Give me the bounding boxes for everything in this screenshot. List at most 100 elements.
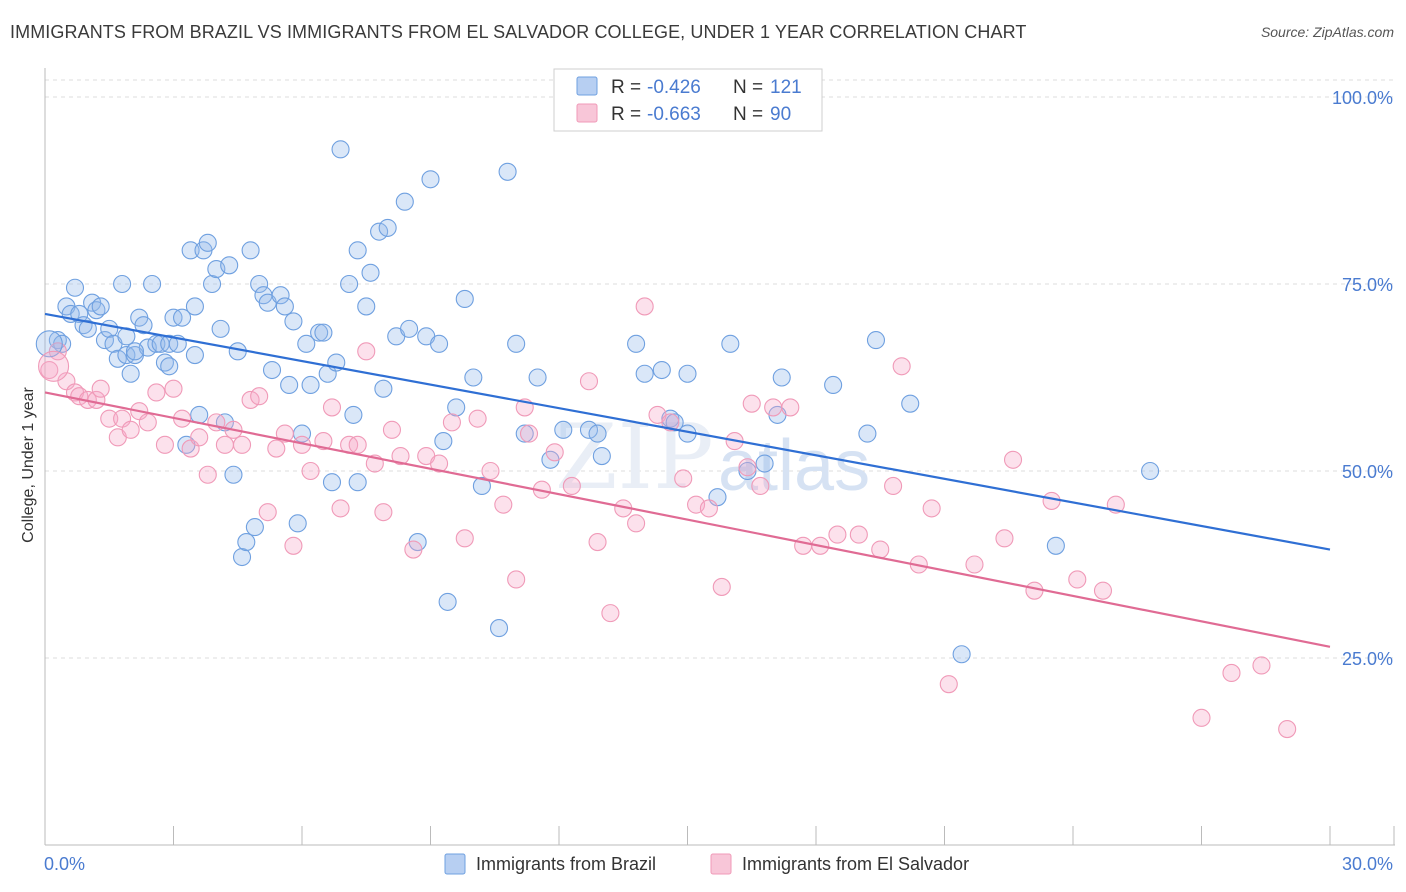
point-el-salvador [138,413,157,432]
legend-swatch-el-salvador [576,103,598,123]
point-brazil [245,518,264,537]
point-brazil [652,360,671,380]
point-brazil [348,473,367,492]
point-el-salvador [884,476,903,496]
point-el-salvador [922,499,941,518]
point-brazil [237,533,256,552]
point-brazil [275,297,294,316]
point-el-salvador [742,394,761,413]
point-el-salvador [674,469,693,488]
point-brazil [528,368,547,387]
point-el-salvador [1278,720,1297,739]
point-el-salvador [382,420,402,439]
tick-labels: 25.0% 50.0% 75.0% 100.0% 0.0% 30.0% [44,88,1393,874]
x-tick-label: 0.0% [44,854,85,874]
point-brazil [220,256,239,275]
point-brazil [665,413,684,432]
point-el-salvador [348,435,367,454]
point-brazil [65,278,85,297]
trend-lines [44,312,1331,648]
point-el-salvador [892,357,911,376]
point-el-salvador [601,604,620,623]
legend-r-value-brazil: -0.426 [647,77,701,98]
point-brazil [515,424,534,443]
series-legend-label-el-salvador: Immigrants from El Salvador [742,854,969,874]
point-brazil [455,289,474,309]
y-axis-label: College, Under 1 year [20,387,37,543]
trend-line-el-salvador [44,391,1331,648]
point-el-salvador [828,525,847,544]
point-brazil [1141,461,1160,481]
point-el-salvador [430,454,449,473]
point-brazil [635,364,654,383]
point-el-salvador [331,499,350,518]
point-el-salvador [712,577,731,596]
point-el-salvador [284,536,303,555]
point-el-salvador [147,383,166,402]
point-brazil [95,331,115,350]
stats-legend: R = -0.426 N = 121 R = -0.663 N = 90 [553,68,823,132]
point-el-salvador [794,536,813,555]
point-el-salvador [562,476,581,496]
source-credit: Source: ZipAtlas.com [1260,24,1394,40]
point-brazil [262,360,282,380]
point-el-salvador [1003,450,1023,469]
point-el-salvador [1093,581,1113,600]
axes [44,68,1395,846]
point-el-salvador [1042,491,1061,510]
point-el-salvador [442,413,461,432]
point-el-salvador [1222,663,1241,683]
point-brazil [160,357,179,376]
point-el-salvador [267,439,286,458]
watermark-zip: ZIP [555,405,714,510]
point-brazil [627,334,646,353]
chart-title: IMMIGRANTS FROM BRAZIL VS IMMIGRANTS FRO… [10,22,1027,42]
point-brazil [755,454,774,473]
series-legend-swatch-brazil [444,853,466,875]
point-el-salvador [455,529,474,548]
point-el-salvador [1068,570,1087,589]
point-brazil [447,398,466,417]
point-brazil [91,297,110,316]
point-brazil [858,424,877,443]
point-brazil [203,274,222,294]
point-brazil [185,297,204,316]
data-points [35,140,1297,739]
legend-r-label-el-salvador: R = [611,104,641,125]
point-brazil [588,424,607,443]
point-el-salvador [190,428,209,447]
point-el-salvador [40,360,59,380]
point-brazil [952,645,971,664]
point-brazil [554,420,573,439]
point-brazil [507,334,526,353]
point-brazil [331,140,350,159]
point-brazil [297,334,316,353]
x-tick-label: 30.0% [1342,854,1393,874]
point-brazil [344,405,363,424]
point-brazil [284,312,303,331]
point-brazil [464,368,483,387]
legend-r-value-el-salvador: -0.663 [647,104,701,125]
point-brazil [125,342,144,361]
point-brazil [250,274,269,294]
legend-n-label-el-salvador: N = [733,104,763,125]
point-brazil [370,222,389,241]
point-el-salvador [391,446,410,466]
point-el-salvador [995,529,1014,548]
point-brazil [301,375,320,395]
point-brazil [181,241,200,260]
point-el-salvador [627,514,646,533]
point-el-salvador [404,540,423,559]
point-brazil [361,263,380,282]
point-brazil [489,619,509,638]
series-legend-swatch-el-salvador [710,853,732,875]
point-el-salvador [494,495,513,514]
point-brazil [400,319,419,338]
point-brazil [430,334,449,353]
series-legend: Immigrants from Brazil Immigrants from E… [444,853,969,875]
point-el-salvador [215,435,234,454]
point-brazil [374,379,393,398]
point-el-salvador [545,443,564,462]
point-el-salvador [314,432,333,451]
point-brazil [348,241,367,260]
